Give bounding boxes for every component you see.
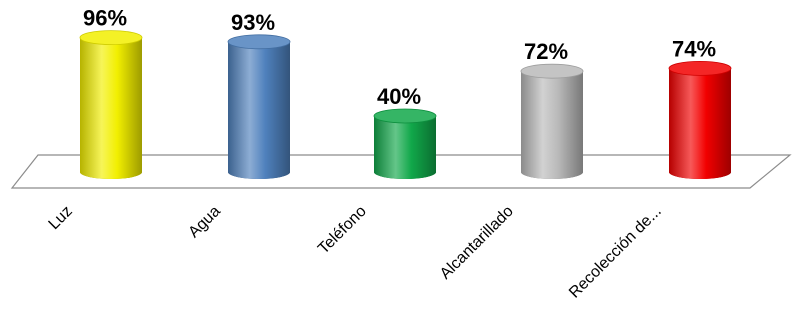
data-label-4: 74%	[672, 36, 716, 61]
category-label-0: Luz	[46, 203, 76, 233]
data-label-3: 72%	[524, 39, 568, 64]
bar-4	[668, 61, 732, 179]
category-label-3: Alcantarillado	[437, 203, 517, 283]
data-label-1: 93%	[231, 10, 275, 35]
bar-2	[373, 108, 437, 179]
data-label-2: 40%	[377, 84, 421, 109]
data-label-0: 96%	[83, 6, 127, 31]
category-label-2: Teléfono	[315, 203, 370, 258]
category-label-4: Recolección de...	[566, 203, 665, 302]
bar-1	[227, 34, 291, 179]
bar-3	[520, 63, 584, 179]
bar-0	[79, 30, 143, 179]
category-label-1: Agua	[185, 203, 224, 242]
